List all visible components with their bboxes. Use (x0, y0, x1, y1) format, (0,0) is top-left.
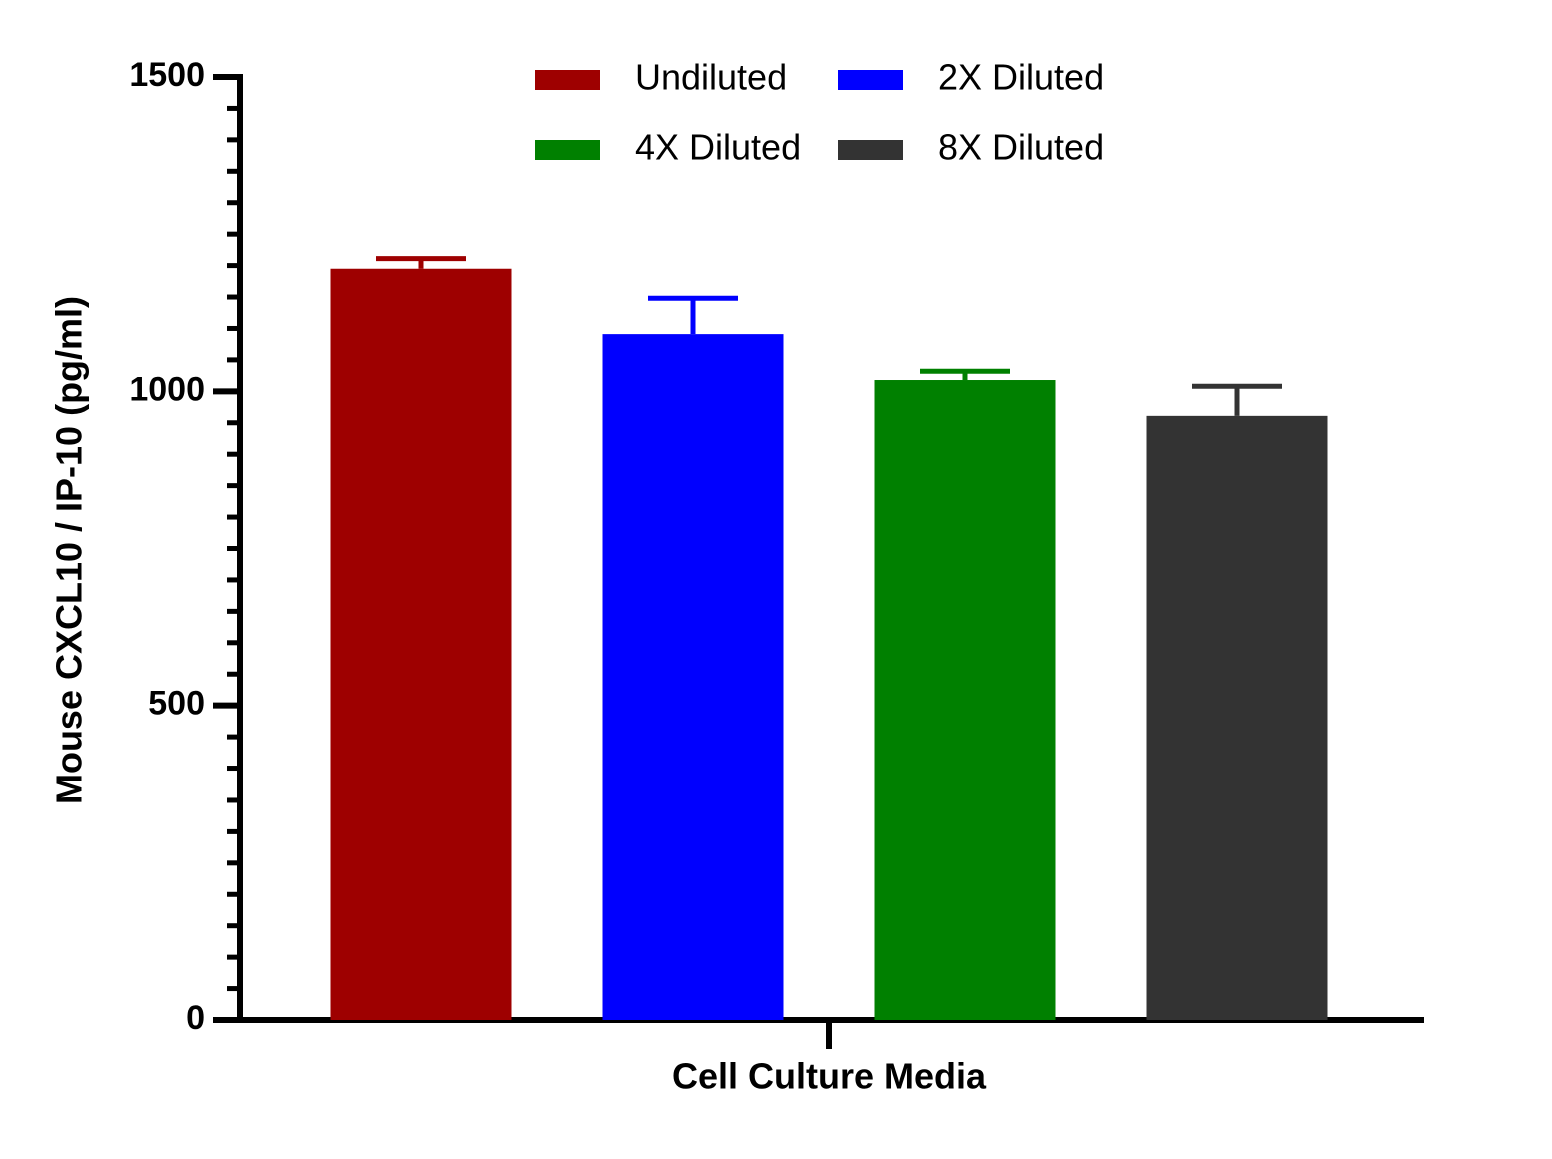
legend-swatch (535, 70, 600, 90)
bar (330, 268, 512, 1020)
error-bar (1192, 383, 1282, 416)
legend-label: 4X Diluted (635, 127, 801, 168)
y-tick-label: 0 (186, 999, 205, 1037)
legend-label: 8X Diluted (938, 127, 1104, 168)
legend-swatch (838, 140, 903, 160)
bar (602, 334, 784, 1021)
legend-swatch (838, 70, 903, 90)
legend-label: 2X Diluted (938, 57, 1104, 98)
y-tick-label: 1000 (129, 370, 205, 408)
bar (1146, 415, 1328, 1020)
error-bar (920, 368, 1010, 381)
bar (874, 380, 1056, 1020)
x-tick-label: Cell Culture Media (672, 1056, 987, 1097)
legend-swatch (535, 140, 600, 160)
y-tick-label: 1500 (129, 56, 205, 94)
error-bar (648, 295, 738, 335)
error-bar (376, 256, 466, 269)
y-tick-label: 500 (148, 685, 205, 723)
y-axis-title: Mouse CXCL10 / IP-10 (pg/ml) (49, 296, 90, 804)
legend-label: Undiluted (635, 57, 787, 98)
